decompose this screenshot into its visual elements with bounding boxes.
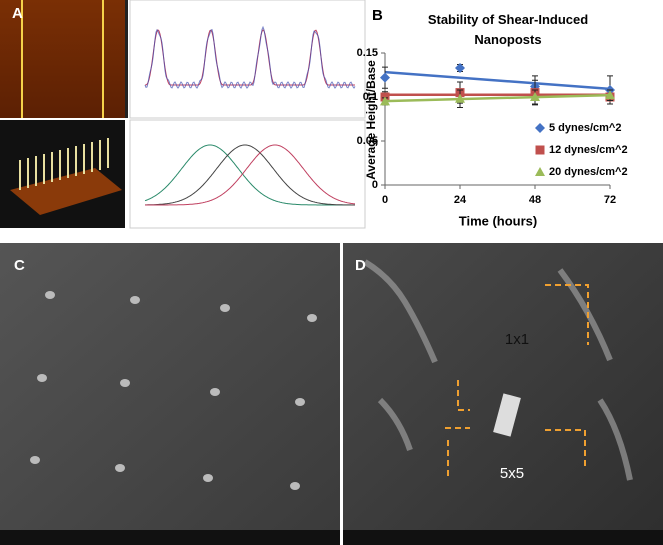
x-tick-label: 72 [604, 194, 616, 206]
y-tick-label: 0.1 [363, 91, 378, 103]
panel-d: D 1x1 5x5 [343, 243, 663, 545]
region-label: 5x5 [500, 465, 524, 482]
trendline [385, 72, 610, 89]
figure: A C D 1x1 5x5 B Stability of Shear-Induc… [0, 0, 663, 545]
y-tick-label: 0.15 [357, 47, 378, 59]
afm-scale [125, 0, 128, 118]
nanopost [37, 374, 47, 382]
nanopost [220, 304, 230, 312]
x-tick-label: 48 [529, 194, 541, 206]
sem-image [0, 243, 340, 545]
nanopost [45, 291, 55, 299]
profile-plot [130, 0, 365, 118]
legend-marker [535, 123, 545, 133]
y-tick-label: 0.05 [357, 135, 378, 147]
legend-marker [535, 167, 545, 176]
y-tick-label: 0 [372, 179, 378, 191]
sem-info-bar [0, 530, 340, 545]
panel-label: A [12, 5, 23, 22]
point [380, 73, 390, 83]
y-axis-label: Average Height/Base [364, 60, 378, 180]
nanopost [295, 398, 305, 406]
panel-a: A [0, 0, 365, 228]
legend-label: 20 dynes/cm^2 [549, 166, 628, 178]
sem-image [343, 243, 663, 545]
nanopost [115, 464, 125, 472]
panel-label: C [14, 257, 25, 274]
panel-label: D [355, 257, 366, 274]
region-label: 1x1 [505, 331, 529, 348]
nanopost [120, 379, 130, 387]
nanopost [210, 388, 220, 396]
nanopost [130, 296, 140, 304]
point [455, 63, 465, 73]
x-tick-label: 24 [454, 194, 467, 206]
nanopost [290, 482, 300, 490]
profile-plot [130, 120, 365, 228]
sem-info-bar [343, 530, 663, 545]
nanopost [203, 474, 213, 482]
x-axis-label: Time (hours) [459, 213, 538, 228]
x-tick-label: 0 [382, 194, 388, 206]
panel-label: B [372, 7, 383, 24]
legend-marker [536, 146, 545, 155]
legend-label: 5 dynes/cm^2 [549, 122, 621, 134]
afm-3d [0, 120, 125, 228]
nanopost [307, 314, 317, 322]
nanopost [30, 456, 40, 464]
legend-label: 12 dynes/cm^2 [549, 144, 628, 156]
panel-c: C [0, 243, 340, 545]
